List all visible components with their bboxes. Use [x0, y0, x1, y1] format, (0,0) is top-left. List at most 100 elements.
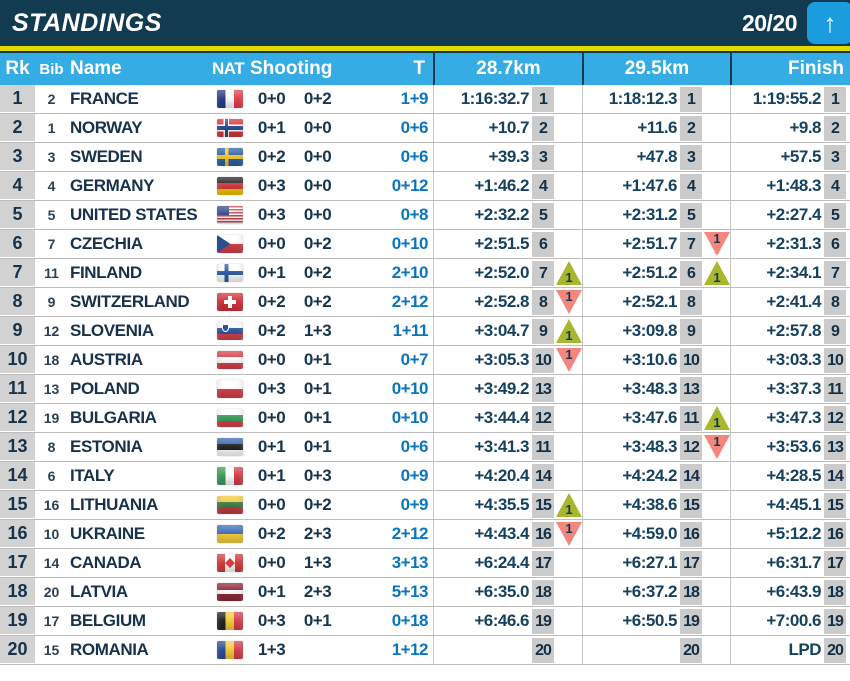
checkpoint-time: +11.6 — [637, 118, 677, 137]
table-row[interactable]: 16 10 UKRAINE 0+2 2+3 2+12 +4:43.4 16 1 … — [0, 520, 850, 549]
rank-change-value: 1 — [713, 270, 721, 285]
accent-divider — [0, 46, 850, 51]
leg-progress-counter: 20/20 — [741, 9, 798, 36]
checkpoint-rank-badge: 13 — [532, 376, 554, 402]
scroll-to-top-button[interactable]: ↑ — [807, 2, 850, 44]
checkpoint-time: +3:44.4 — [474, 408, 529, 427]
checkpoint-28-7km-cell: +4:20.4 14 — [433, 462, 582, 490]
shooting-leg2-value: 2+3 — [303, 524, 332, 543]
us-flag-icon — [217, 206, 243, 224]
table-row[interactable]: 12 19 BULGARIA 0+0 0+1 0+10 +3:44.4 12 +… — [0, 404, 850, 433]
bib-value: 20 — [43, 584, 60, 600]
checkpoint-28-7km-cell: +3:44.4 12 — [433, 404, 582, 432]
country-name: BULGARIA — [70, 408, 157, 427]
rank-change-arrow-icon — [556, 232, 582, 256]
ua-flag-icon — [217, 525, 243, 543]
shooting-total-value: 0+10 — [391, 408, 429, 427]
rank-change-arrow-icon — [556, 377, 582, 401]
checkpoint-rank-badge: 9 — [680, 318, 702, 344]
se-flag-icon — [217, 148, 243, 166]
shooting-leg2-value: 0+0 — [303, 176, 332, 195]
table-row[interactable]: 13 8 ESTONIA 0+1 0+1 0+6 +3:41.3 11 +3:4… — [0, 433, 850, 462]
bib-value: 14 — [43, 555, 60, 571]
table-row[interactable]: 2 1 NORWAY 0+1 0+0 0+6 +10.7 2 +11.6 2 +… — [0, 114, 850, 143]
finish-cell: +3:53.6 13 — [730, 433, 850, 461]
country-name: POLAND — [70, 379, 140, 398]
checkpoint-rank-badge: 6 — [532, 231, 554, 257]
country-name: ITALY — [70, 466, 115, 485]
finish-rank-badge: 7 — [824, 260, 846, 286]
bib-value: 1 — [47, 120, 56, 136]
shooting-leg2-value: 0+2 — [303, 292, 332, 311]
checkpoint-time: +6:35.0 — [474, 582, 529, 601]
finish-rank-badge: 9 — [824, 318, 846, 344]
rank-value: 19 — [7, 610, 28, 630]
shooting-total-value: 0+7 — [400, 350, 429, 369]
shooting-total-value: 0+9 — [400, 466, 429, 485]
col-header-checkpoint-28-7km: 28.7km — [433, 53, 582, 85]
shooting-leg2-value: 0+0 — [303, 118, 332, 137]
table-row[interactable]: 18 20 LATVIA 0+1 2+3 5+13 +6:35.0 18 +6:… — [0, 578, 850, 607]
rank-value: 2 — [12, 117, 23, 137]
finish-cell: +2:57.8 9 — [730, 317, 850, 345]
checkpoint-time: +2:51.2 — [622, 263, 677, 282]
table-row[interactable]: 6 7 CZECHIA 0+0 0+2 0+10 +2:51.5 6 +2:51… — [0, 230, 850, 259]
checkpoint-29-5km-cell: 1:18:12.3 1 — [582, 85, 730, 113]
rank-change-value: 1 — [713, 434, 721, 449]
finish-cell: +57.5 3 — [730, 143, 850, 171]
ch-flag-icon — [217, 293, 243, 311]
checkpoint-rank-badge: 10 — [680, 347, 702, 373]
checkpoint-rank-badge: 20 — [532, 637, 554, 663]
bib-value: 4 — [47, 178, 56, 194]
finish-time: +6:43.9 — [766, 582, 821, 601]
shooting-leg1-value: 0+0 — [257, 553, 286, 572]
rank-change-arrow-icon — [704, 116, 730, 140]
checkpoint-29-5km-cell: +1:47.6 4 — [582, 172, 730, 200]
checkpoint-28-7km-cell: +2:51.5 6 — [433, 230, 582, 258]
table-row[interactable]: 19 17 BELGIUM 0+3 0+1 0+18 +6:46.6 19 +6… — [0, 607, 850, 636]
table-row[interactable]: 3 3 SWEDEN 0+2 0+0 0+6 +39.3 3 +47.8 3 +… — [0, 143, 850, 172]
rank-value: 4 — [12, 175, 23, 195]
checkpoint-29-5km-cell: +6:37.2 18 — [582, 578, 730, 606]
finish-rank-badge: 1 — [824, 86, 846, 112]
si-flag-icon — [217, 322, 243, 340]
table-row[interactable]: 14 6 ITALY 0+1 0+3 0+9 +4:20.4 14 +4:24.… — [0, 462, 850, 491]
checkpoint-time: +4:43.4 — [474, 524, 529, 543]
checkpoint-29-5km-cell: 20 — [582, 636, 730, 664]
table-row[interactable]: 5 5 UNITED STATES 0+3 0+0 0+8 +2:32.2 5 … — [0, 201, 850, 230]
bib-value: 10 — [43, 526, 60, 542]
country-name: SWITZERLAND — [70, 292, 190, 311]
at-flag-icon — [217, 351, 243, 369]
table-row[interactable]: 4 4 GERMANY 0+3 0+0 0+12 +1:46.2 4 +1:47… — [0, 172, 850, 201]
rank-change-arrow-icon — [704, 203, 730, 227]
table-row[interactable]: 11 13 POLAND 0+3 0+1 0+10 +3:49.2 13 +3:… — [0, 375, 850, 404]
finish-cell: +4:45.1 15 — [730, 491, 850, 519]
rank-value: 11 — [7, 378, 28, 398]
checkpoint-28-7km-cell: +2:52.0 7 1 — [433, 259, 582, 287]
shooting-leg2-value: 0+2 — [303, 495, 332, 514]
rank-change-arrow-icon — [704, 522, 730, 546]
shooting-leg1-value: 0+3 — [257, 205, 286, 224]
table-row[interactable]: 10 18 AUSTRIA 0+0 0+1 0+7 +3:05.3 10 1 +… — [0, 346, 850, 375]
table-row[interactable]: 15 16 LITHUANIA 0+0 0+2 0+9 +4:35.5 15 1… — [0, 491, 850, 520]
checkpoint-rank-badge: 2 — [680, 115, 702, 141]
rank-change-arrow-icon — [556, 87, 582, 111]
table-row[interactable]: 17 14 CANADA 0+0 1+3 3+13 +6:24.4 17 +6:… — [0, 549, 850, 578]
shooting-total-value: 2+12 — [391, 292, 429, 311]
table-row[interactable]: 20 15 ROMANIA 1+3 1+12 20 20 LPD 20 — [0, 636, 850, 665]
checkpoint-rank-badge: 8 — [532, 289, 554, 315]
checkpoint-time: +3:09.8 — [622, 321, 677, 340]
table-row[interactable]: 7 11 FINLAND 0+1 0+2 2+10 +2:52.0 7 1 +2… — [0, 259, 850, 288]
rank-down-arrow-icon: 1 — [556, 347, 582, 372]
table-row[interactable]: 9 12 SLOVENIA 0+2 1+3 1+11 +3:04.7 9 1 +… — [0, 317, 850, 346]
finish-cell: +2:34.1 7 — [730, 259, 850, 287]
table-row[interactable]: 8 9 SWITZERLAND 0+2 0+2 2+12 +2:52.8 8 1… — [0, 288, 850, 317]
bib-value: 5 — [47, 207, 56, 223]
checkpoint-rank-badge: 8 — [680, 289, 702, 315]
bib-value: 12 — [43, 323, 60, 339]
table-row[interactable]: 1 2 FRANCE 0+0 0+2 1+9 1:16:32.7 1 1:18:… — [0, 85, 850, 114]
finish-time: +2:57.8 — [766, 321, 821, 340]
checkpoint-time: +3:48.3 — [622, 437, 677, 456]
no-flag-icon — [217, 119, 243, 137]
country-name: SLOVENIA — [70, 321, 154, 340]
